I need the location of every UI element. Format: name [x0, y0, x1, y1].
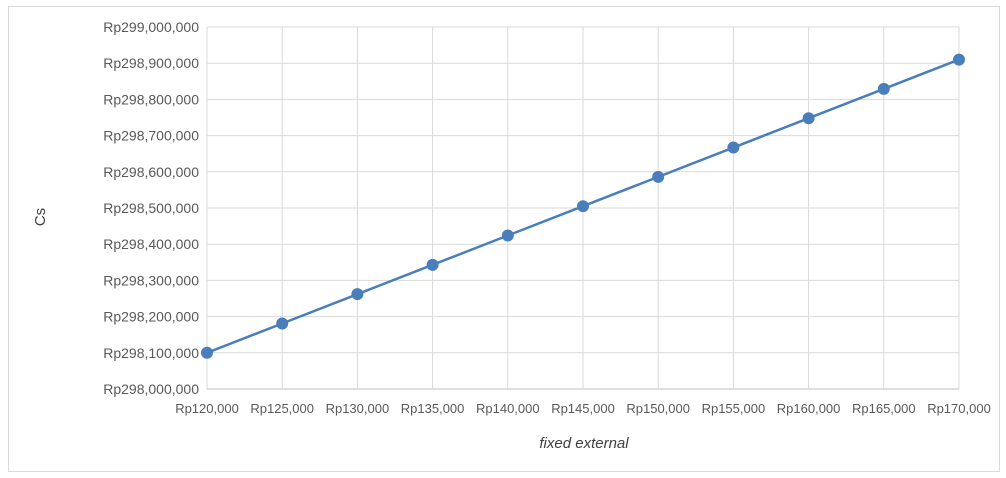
x-tick-label: Rp155,000 — [702, 401, 766, 416]
x-tick-label: Rp160,000 — [777, 401, 841, 416]
data-point — [652, 170, 665, 183]
x-tick-label: Rp135,000 — [401, 401, 465, 416]
x-tick-label: Rp125,000 — [250, 401, 314, 416]
x-tick-label: Rp130,000 — [326, 401, 390, 416]
x-tick-label: Rp140,000 — [476, 401, 540, 416]
data-point — [727, 141, 740, 154]
y-axis-ticks: Rp298,000,000 Rp298,100,000 Rp298,200,000 R… — [103, 19, 199, 397]
data-point — [953, 53, 965, 66]
x-tick-label: Rp150,000 — [626, 401, 690, 416]
y-tick-label: Rp298,100,000 — [103, 345, 199, 361]
y-tick-label: Rp298,900,000 — [103, 55, 199, 71]
x-tick-label: Rp145,000 — [551, 401, 615, 416]
x-tick-label: Rp170,000 — [927, 401, 991, 416]
line-chart: Rp298,000,000 Rp298,100,000 Rp298,200,000 R… — [32, 19, 991, 452]
y-tick-label: Rp299,000,000 — [103, 19, 199, 35]
data-point — [802, 112, 815, 125]
x-tick-label: Rp165,000 — [852, 401, 916, 416]
data-points — [201, 53, 965, 359]
data-point — [276, 317, 289, 330]
y-tick-label: Rp298,500,000 — [103, 200, 199, 216]
x-axis-ticks: Rp120,000 Rp125,000 Rp130,000 Rp135,000 Rp14… — [175, 401, 991, 416]
x-tick-label: Rp120,000 — [175, 401, 239, 416]
data-point — [351, 288, 364, 301]
y-tick-label: Rp298,600,000 — [103, 164, 199, 180]
data-point — [577, 200, 589, 213]
y-axis-title: Cs — [32, 208, 49, 226]
y-tick-label: Rp298,400,000 — [103, 236, 199, 252]
chart-area: Rp298,000,000 Rp298,100,000 Rp298,200,000 R… — [8, 6, 1000, 472]
y-tick-label: Rp298,000,000 — [103, 381, 199, 397]
y-tick-label: Rp298,700,000 — [103, 128, 199, 144]
data-point — [201, 346, 213, 359]
x-axis-title: fixed external — [539, 435, 629, 452]
y-tick-label: Rp298,200,000 — [103, 309, 199, 325]
y-tick-label: Rp298,300,000 — [103, 272, 199, 288]
data-point — [877, 82, 890, 95]
data-point — [426, 258, 439, 271]
data-point — [501, 229, 514, 242]
y-tick-label: Rp298,800,000 — [103, 91, 199, 107]
